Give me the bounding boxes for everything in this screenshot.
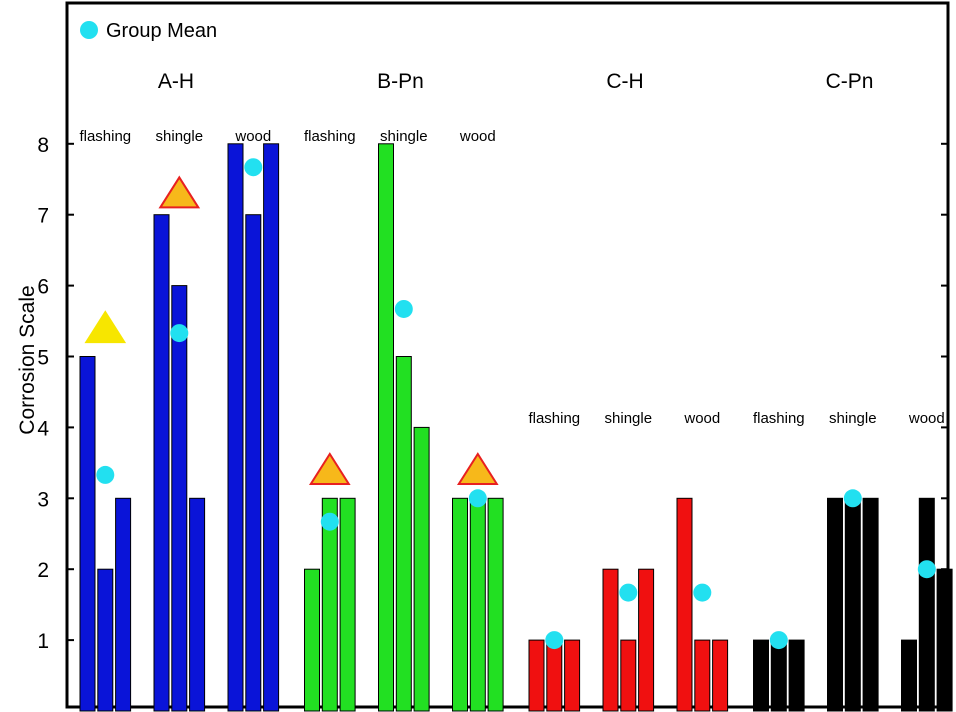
bar bbox=[620, 639, 637, 712]
bar bbox=[901, 639, 917, 712]
material-label: wood bbox=[234, 128, 271, 145]
markers-layer bbox=[84, 158, 936, 650]
group-label: C-H bbox=[606, 70, 643, 93]
material-label: flashing bbox=[528, 410, 580, 427]
group-mean-marker bbox=[244, 158, 263, 177]
bar bbox=[602, 568, 619, 712]
bar bbox=[413, 426, 430, 712]
group-mean-marker bbox=[917, 560, 936, 579]
bar bbox=[153, 214, 170, 712]
material-label: flashing bbox=[304, 128, 356, 145]
material-label: flashing bbox=[753, 410, 805, 427]
bar bbox=[263, 143, 280, 712]
group-label: B-Pn bbox=[377, 70, 424, 93]
bar bbox=[79, 356, 96, 712]
bar bbox=[227, 143, 244, 712]
triangle-marker bbox=[456, 452, 499, 485]
group-mean-marker bbox=[96, 465, 115, 484]
group-label: A-H bbox=[158, 70, 194, 93]
bar bbox=[189, 497, 206, 712]
bar bbox=[395, 356, 412, 712]
group-mean-marker bbox=[619, 583, 638, 602]
bar bbox=[862, 497, 879, 712]
y-tick-label: 6 bbox=[37, 276, 49, 299]
group-label: C-Pn bbox=[826, 70, 874, 93]
bar bbox=[452, 497, 468, 712]
bars-layer bbox=[79, 143, 953, 712]
bar bbox=[304, 568, 320, 712]
legend-label: Group Mean bbox=[106, 20, 217, 42]
material-label: shingle bbox=[156, 128, 204, 145]
group-mean-marker bbox=[170, 324, 189, 343]
bar bbox=[694, 639, 711, 712]
bar bbox=[770, 639, 787, 712]
bar bbox=[788, 639, 805, 712]
bar bbox=[115, 497, 132, 712]
y-tick-label: 5 bbox=[37, 347, 49, 370]
bar bbox=[321, 497, 338, 712]
y-tick-label: 7 bbox=[37, 205, 49, 228]
group-mean-marker bbox=[394, 299, 413, 318]
bar bbox=[827, 497, 843, 712]
material-label: wood bbox=[683, 410, 720, 427]
bar bbox=[712, 639, 729, 712]
material-label: flashing bbox=[79, 128, 131, 145]
bar bbox=[469, 497, 486, 712]
bar bbox=[676, 497, 693, 712]
legend-marker bbox=[80, 21, 98, 39]
y-tick-label: 3 bbox=[37, 488, 49, 511]
bar bbox=[546, 639, 563, 712]
material-label: shingle bbox=[605, 410, 653, 427]
group-mean-marker bbox=[468, 489, 487, 508]
bar bbox=[528, 639, 545, 712]
y-tick-label: 1 bbox=[37, 630, 49, 653]
y-axis-label: Corrosion Scale bbox=[16, 285, 39, 434]
y-axis: 1 2 3 4 5 6 7 8 bbox=[37, 134, 948, 653]
bar bbox=[378, 143, 394, 712]
material-label: wood bbox=[459, 128, 496, 145]
bar bbox=[638, 568, 655, 712]
bar bbox=[487, 497, 504, 712]
group-mean-marker bbox=[693, 583, 712, 602]
y-tick-label: 4 bbox=[37, 417, 49, 440]
y-tick-label: 2 bbox=[37, 559, 49, 582]
bar bbox=[918, 497, 935, 712]
material-label: wood bbox=[908, 410, 945, 427]
legend: Group Mean bbox=[80, 20, 217, 42]
bar bbox=[564, 639, 581, 712]
triangle-marker bbox=[158, 175, 201, 209]
group-mean-marker bbox=[545, 631, 564, 650]
plot-frame bbox=[65, 1, 950, 709]
bar bbox=[753, 639, 769, 712]
material-label: shingle bbox=[380, 128, 428, 145]
group-mean-marker bbox=[320, 512, 339, 531]
group-mean-marker bbox=[843, 489, 862, 508]
material-label: shingle bbox=[829, 410, 877, 427]
bar bbox=[844, 497, 861, 712]
bar bbox=[97, 568, 114, 712]
bar bbox=[171, 285, 188, 712]
bar bbox=[245, 214, 262, 712]
y-tick-label: 8 bbox=[37, 134, 49, 157]
triangle-marker bbox=[308, 452, 351, 485]
group-labels: A-H flashing shingle wood B-Pn flashing shingl… bbox=[79, 70, 944, 427]
group-mean-marker bbox=[769, 631, 788, 650]
triangle-marker bbox=[84, 310, 127, 344]
bar bbox=[339, 497, 356, 712]
